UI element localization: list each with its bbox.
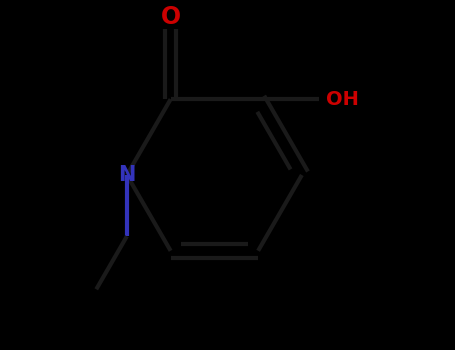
- Text: O: O: [161, 5, 181, 29]
- Text: OH: OH: [326, 90, 359, 109]
- Text: N: N: [118, 165, 136, 185]
